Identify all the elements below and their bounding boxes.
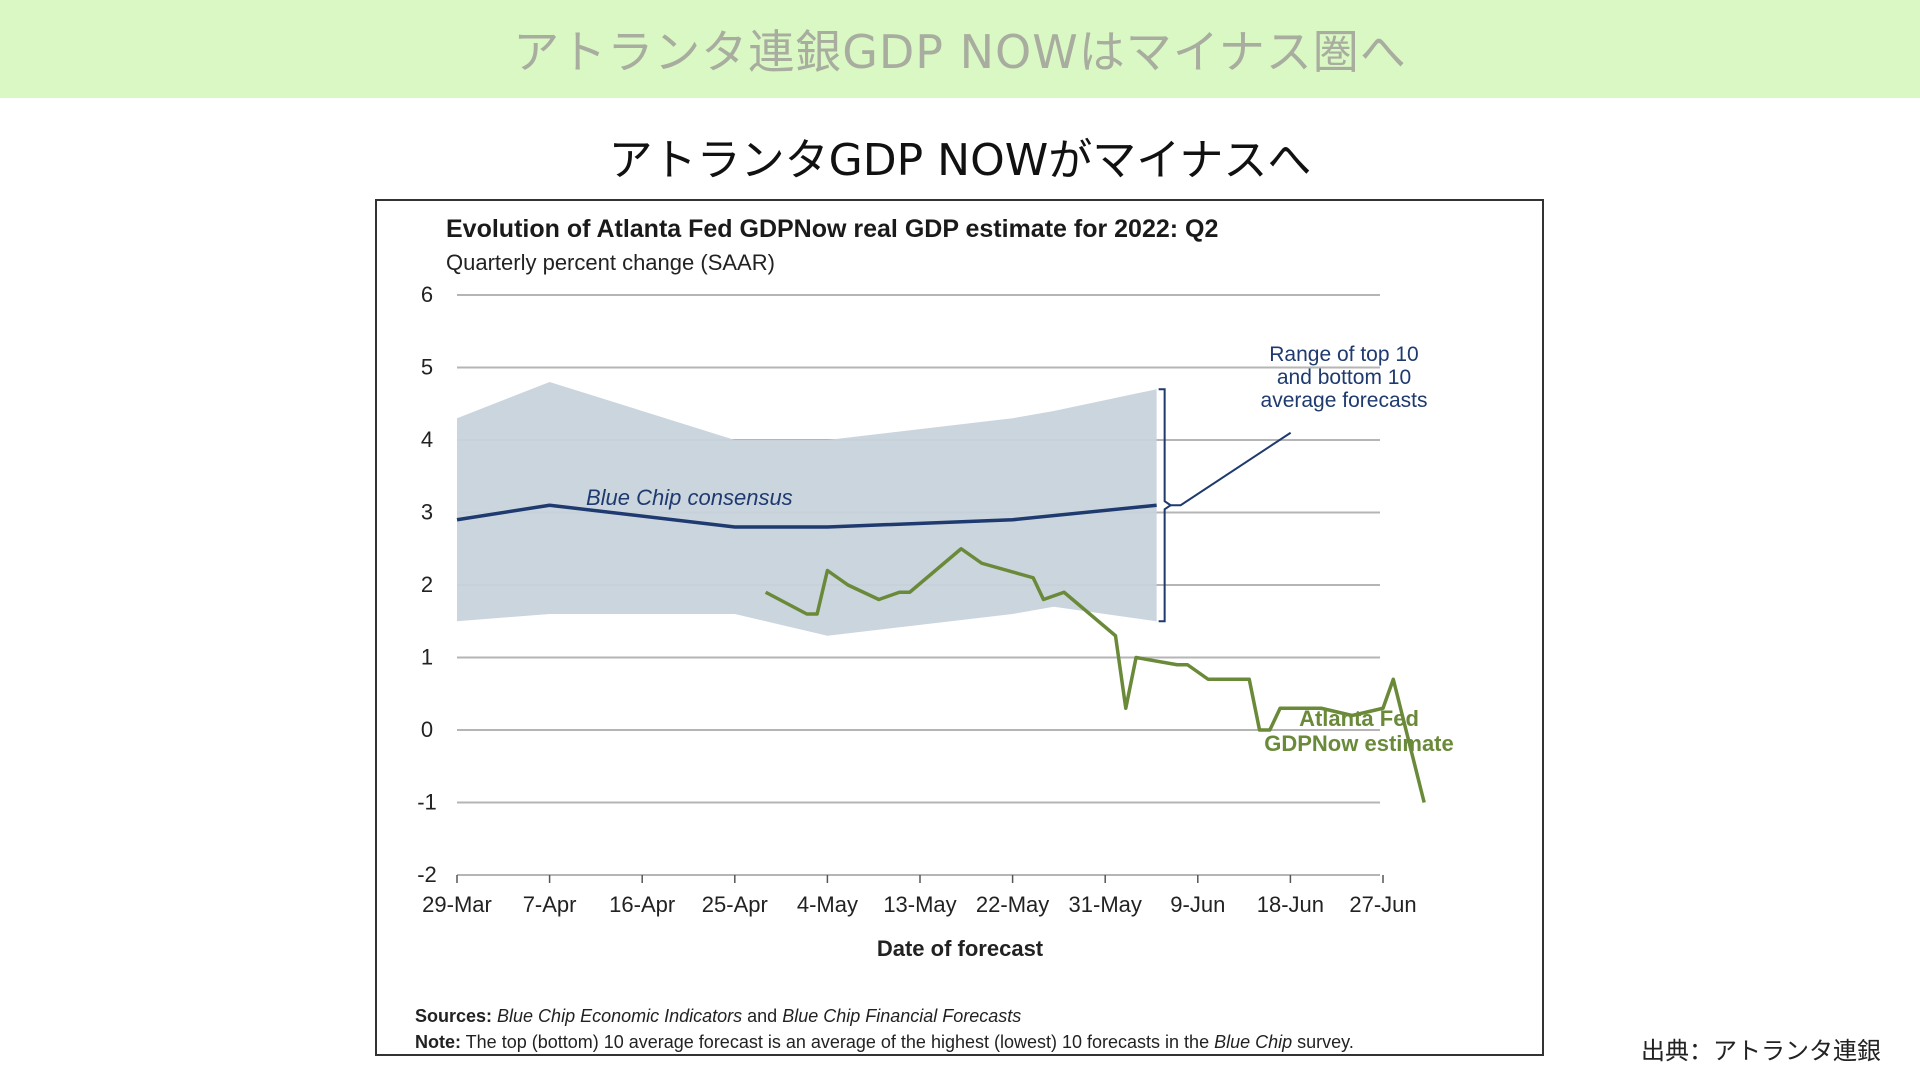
chart-subtitle: Quarterly percent change (SAAR): [446, 250, 775, 275]
chart-frame: Evolution of Atlanta Fed GDPNow real GDP…: [375, 199, 1544, 1056]
y-tick-label: -2: [417, 862, 437, 887]
title-banner: アトランタ連銀GDP NOWはマイナス圏へ: [0, 0, 1920, 98]
note-line: Note: The top (bottom) 10 average foreca…: [415, 1032, 1354, 1052]
y-tick-label: 0: [421, 717, 433, 742]
y-tick-label: -1: [417, 790, 437, 815]
x-tick-label: 9-Jun: [1170, 892, 1225, 917]
sources-line: Sources: Blue Chip Economic Indicators a…: [415, 1006, 1021, 1026]
x-tick-label: 7-Apr: [523, 892, 577, 917]
range-label: Range of top 10: [1269, 343, 1418, 366]
range-leader-line: [1170, 431, 1292, 507]
y-tick-label: 4: [421, 427, 433, 452]
chart-notes: Sources: Blue Chip Economic Indicators a…: [415, 1006, 1354, 1052]
range-band-group: [457, 382, 1157, 636]
consensus-line: [456, 503, 1157, 529]
gdpnow-label: GDPNow estimate: [1264, 731, 1454, 756]
x-tick-label: 25-Apr: [702, 892, 768, 917]
range-label: and bottom 10: [1277, 366, 1411, 389]
banner-title: アトランタ連銀GDP NOWはマイナス圏へ: [513, 25, 1407, 79]
x-tick-label: 27-Jun: [1349, 892, 1416, 917]
x-tick-label: 18-Jun: [1257, 892, 1324, 917]
x-tick-label: 31-May: [1069, 892, 1142, 917]
y-tick-label: 3: [421, 500, 433, 525]
range-band: [457, 382, 1157, 636]
x-tick-label: 4-May: [797, 892, 858, 917]
range-bracket: [1158, 388, 1173, 623]
x-tick-label: 16-Apr: [609, 892, 675, 917]
gdpnow-label: Atlanta Fed: [1299, 706, 1419, 731]
chart-title: Evolution of Atlanta Fed GDPNow real GDP…: [446, 215, 1218, 243]
x-axis: 29-Mar 7-Apr 16-Apr 25-Apr 4-May 13-May 22-May…: [422, 875, 1417, 917]
series-lines: [456, 503, 1426, 803]
source-credit: 出典：アトランタ連銀: [1641, 1037, 1881, 1065]
gdpnow-chart: Evolution of Atlanta Fed GDPNow real GDP…: [415, 215, 1454, 1052]
slide-heading: アトランタGDP NOWがマイナスへ: [608, 135, 1312, 186]
x-tick-label: 13-May: [883, 892, 956, 917]
x-tick-label: 22-May: [976, 892, 1049, 917]
gdpnow-line: [764, 547, 1426, 803]
x-tick-label: 29-Mar: [422, 892, 492, 917]
y-tick-label: 1: [421, 645, 433, 670]
y-tick-label: 5: [421, 355, 433, 380]
range-label: average forecasts: [1261, 389, 1428, 412]
y-tick-label: 2: [421, 572, 433, 597]
x-axis-title: Date of forecast: [877, 936, 1044, 961]
y-axis: 6 5 4 3 2 1 0 -1 -2: [417, 282, 437, 887]
y-tick-label: 6: [421, 282, 433, 307]
consensus-label: Blue Chip consensus: [586, 485, 793, 510]
